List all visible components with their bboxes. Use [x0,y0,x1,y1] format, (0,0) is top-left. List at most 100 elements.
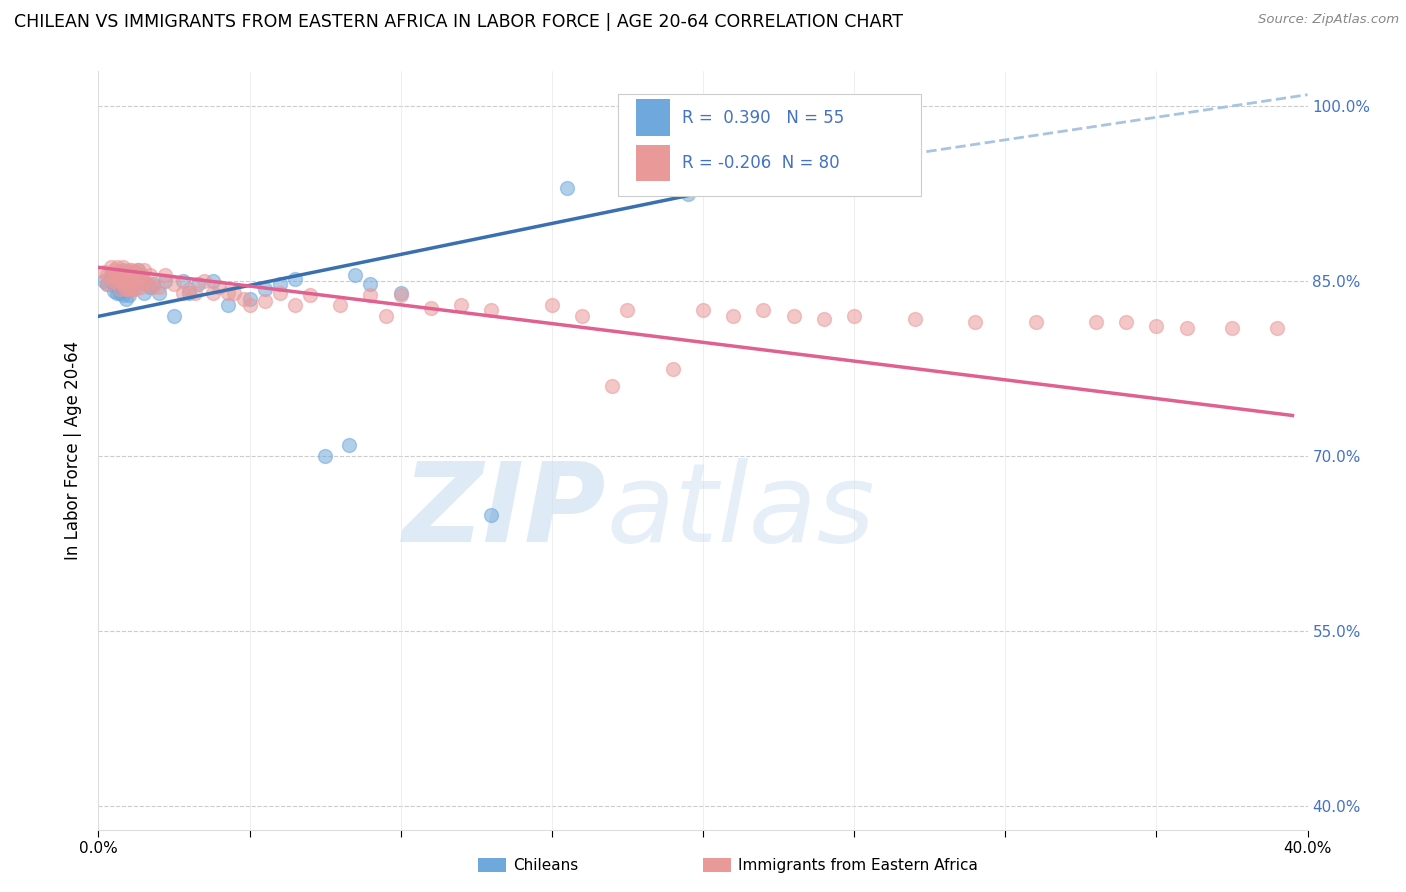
Text: Source: ZipAtlas.com: Source: ZipAtlas.com [1258,13,1399,27]
Point [129,280,152,294]
Point [269,277,291,291]
Point [132,285,155,300]
Point [100,272,122,286]
Point [124,265,146,279]
Point [540,298,562,312]
Point [124,283,146,297]
Point [108,277,131,291]
Point [217,298,239,312]
Point [118,272,141,286]
Point [360,288,382,302]
Point [1085,315,1108,329]
Point [103,274,125,288]
Point [844,310,866,324]
FancyBboxPatch shape [619,95,921,196]
Point [135,277,157,291]
Point [111,268,134,283]
Point [111,277,134,291]
Point [813,311,835,326]
Point [124,274,146,288]
Point [253,283,276,297]
Point [108,274,131,288]
Point [965,315,987,329]
Point [111,260,134,275]
Point [1267,321,1289,335]
Point [103,277,125,291]
Point [93,274,115,288]
Point [269,285,291,300]
Point [127,262,149,277]
Point [127,274,149,288]
Point [103,268,125,282]
Point [105,285,128,300]
Point [111,268,134,283]
Point [239,298,262,312]
Point [139,268,162,283]
Point [360,277,382,291]
Point [187,277,209,291]
Point [344,268,367,283]
Point [108,285,131,300]
Point [100,260,122,275]
Point [108,283,131,297]
Point [114,292,136,306]
Point [337,437,360,451]
Point [676,186,699,201]
Bar [637,145,671,181]
Point [420,301,443,315]
Point [121,283,143,297]
Point [217,285,239,300]
Point [105,272,128,286]
Point [481,508,503,522]
Point [329,298,352,312]
Point [118,277,141,291]
Point [132,274,155,288]
Point [284,272,307,286]
Point [1024,315,1046,329]
Point [179,285,201,300]
Text: Immigrants from Eastern Africa: Immigrants from Eastern Africa [738,858,979,872]
Point [450,298,472,312]
Point [389,288,412,302]
Point [1220,321,1243,335]
Point [114,272,136,286]
Point [103,262,125,277]
Point [121,262,143,277]
Point [374,310,396,324]
Point [105,260,128,275]
Point [661,361,683,376]
Point [232,292,254,306]
Point [202,274,225,288]
Point [193,274,215,288]
Point [692,303,714,318]
Point [163,277,186,291]
Point [179,283,201,297]
Point [105,269,128,284]
Point [127,262,149,277]
Point [118,265,141,279]
Text: CHILEAN VS IMMIGRANTS FROM EASTERN AFRICA IN LABOR FORCE | AGE 20-64 CORRELATION: CHILEAN VS IMMIGRANTS FROM EASTERN AFRIC… [14,13,903,31]
Point [142,277,165,291]
Point [96,277,118,291]
Point [100,270,122,285]
Point [571,310,593,324]
Point [114,280,136,294]
Point [118,262,141,277]
Point [114,265,136,279]
Point [111,277,134,291]
Point [121,268,143,283]
Point [828,146,851,161]
Point [723,310,745,324]
Point [114,268,136,282]
Point [224,285,246,300]
Point [299,288,322,302]
Point [127,270,149,285]
Point [153,268,176,283]
Point [602,379,624,393]
Point [118,283,141,297]
Point [555,181,578,195]
Text: ZIP: ZIP [402,458,606,565]
Point [100,268,122,283]
Point [904,311,927,326]
Point [129,268,152,283]
